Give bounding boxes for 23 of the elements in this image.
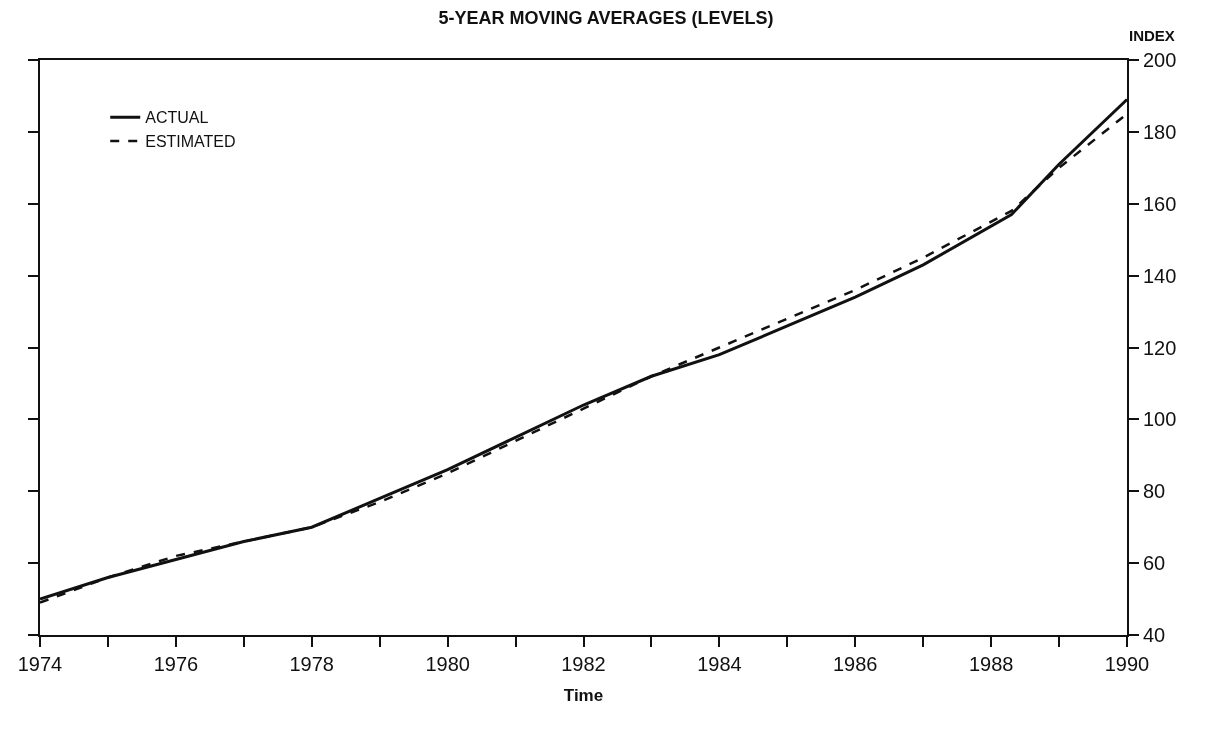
x-tick-label: 1974: [17, 653, 63, 675]
x-tick-label: 1976: [153, 653, 199, 675]
y-tick-label: 180: [1143, 120, 1177, 143]
x-tick-label: 1990: [1104, 653, 1150, 675]
legend-label: ESTIMATED: [145, 133, 236, 151]
x-tick-label: 1986: [833, 653, 878, 675]
x-tick-label: 1988: [968, 653, 1014, 675]
y-tick-label: 160: [1143, 192, 1177, 215]
x-axis-title: Time: [563, 685, 604, 705]
x-tick-label: 1984: [697, 653, 742, 675]
x-tick-label: 1980: [425, 653, 470, 675]
y-tick-label: 40: [1143, 624, 1166, 646]
y-tick-label: 140: [1143, 264, 1177, 287]
y-tick-label: 200: [1143, 49, 1177, 71]
x-tick-label: 1982: [561, 653, 606, 675]
y-tick-label: 80: [1143, 480, 1166, 503]
y-tick-label: 100: [1143, 408, 1177, 431]
y-tick-label: 120: [1143, 336, 1177, 359]
y-tick-label: 60: [1143, 552, 1166, 575]
y-axis-title: INDEX: [1129, 27, 1175, 44]
x-tick-label: 1978: [289, 653, 334, 675]
legend-label: ACTUAL: [145, 109, 209, 127]
chart-title: 5-YEAR MOVING AVERAGES (LEVELS): [438, 7, 774, 28]
